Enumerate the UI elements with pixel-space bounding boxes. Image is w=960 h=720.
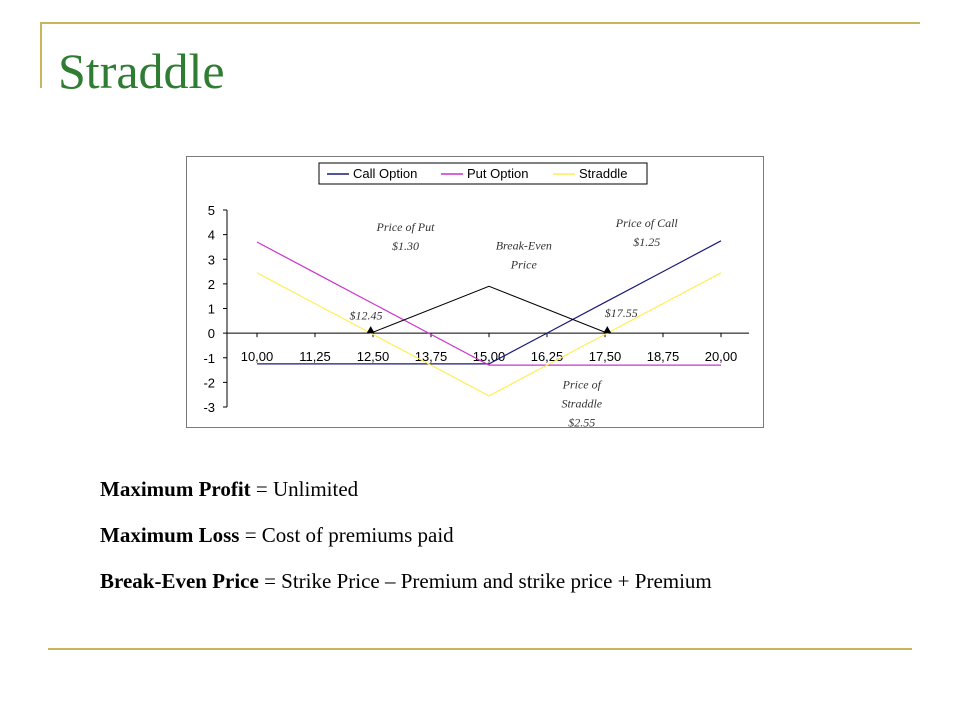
annotation-text: Price xyxy=(510,257,538,271)
annotation-text: Break-Even xyxy=(496,238,552,252)
y-tick-label: -2 xyxy=(203,375,215,390)
y-tick-label: 5 xyxy=(208,203,215,218)
annotation-text: $17.55 xyxy=(605,306,638,320)
x-tick-label: 18,75 xyxy=(647,349,680,364)
y-tick-label: 3 xyxy=(208,252,215,267)
chart-panel: 5 4 3 2 1 0 -1 -2 -3 10,00 11,25 12,50 13,75 15,00 16,… xyxy=(186,156,764,428)
annotation-text: Straddle xyxy=(561,397,602,411)
series-line-call-option xyxy=(257,240,722,365)
y-tick-label: -1 xyxy=(203,351,215,366)
annotation-text: $12.45 xyxy=(350,309,383,323)
annotation-text: Price of Put xyxy=(375,220,435,234)
y-tick-label: 0 xyxy=(208,326,215,341)
bullet-break-even: Break-Even Price = Strike Price – Premiu… xyxy=(100,569,712,594)
legend-label: Straddle xyxy=(579,166,627,181)
series-line-put-option xyxy=(256,241,721,366)
legend-label: Put Option xyxy=(467,166,528,181)
legend-label: Call Option xyxy=(353,166,417,181)
annotation-text: $1.25 xyxy=(633,235,660,249)
left-rule xyxy=(40,22,42,88)
bullet-label: Break-Even Price xyxy=(100,569,259,593)
bullet-label: Maximum Profit xyxy=(100,477,251,501)
bullet-label: Maximum Loss xyxy=(100,523,240,547)
break-even-line xyxy=(370,285,608,334)
y-tick-label: 1 xyxy=(208,302,215,317)
bullet-text: = Unlimited xyxy=(250,477,359,501)
bullet-max-profit: Maximum Profit = Unlimited xyxy=(100,477,358,502)
bullet-max-loss: Maximum Loss = Cost of premiums paid xyxy=(100,523,454,548)
x-tick-label: 13,75 xyxy=(415,349,448,364)
annotation-text: $1.30 xyxy=(392,239,419,253)
annotation-text: $2.55 xyxy=(568,416,595,427)
legend-box xyxy=(318,162,648,185)
x-tick-label: 17,50 xyxy=(589,349,622,364)
series-line-straddle xyxy=(256,272,722,397)
straddle-chart: 5 4 3 2 1 0 -1 -2 -3 10,00 11,25 12,50 13,75 15,00 16,… xyxy=(203,162,749,427)
bullet-text: = Strike Price – Premium and strike pric… xyxy=(258,569,712,593)
x-tick-label: 16,25 xyxy=(531,349,564,364)
break-even-arrowhead xyxy=(603,326,612,334)
x-tick-label: 20,00 xyxy=(705,349,738,364)
break-even-arrowhead xyxy=(366,326,375,334)
x-tick-label: 10,00 xyxy=(241,349,274,364)
y-tick-label: 4 xyxy=(208,228,215,243)
y-tick-label: -3 xyxy=(203,400,215,415)
y-tick-label: 2 xyxy=(208,277,215,292)
annotation-text: Price of Call xyxy=(615,216,679,230)
top-rule xyxy=(40,22,920,24)
annotation-text: Price of xyxy=(562,378,603,392)
bottom-rule xyxy=(48,648,912,650)
x-tick-label: 15,00 xyxy=(473,349,506,364)
x-tick-label: 11,25 xyxy=(299,349,331,364)
x-tick-label: 12,50 xyxy=(357,349,390,364)
slide-title: Straddle xyxy=(58,43,225,99)
bullet-text: = Cost of premiums paid xyxy=(239,523,454,547)
